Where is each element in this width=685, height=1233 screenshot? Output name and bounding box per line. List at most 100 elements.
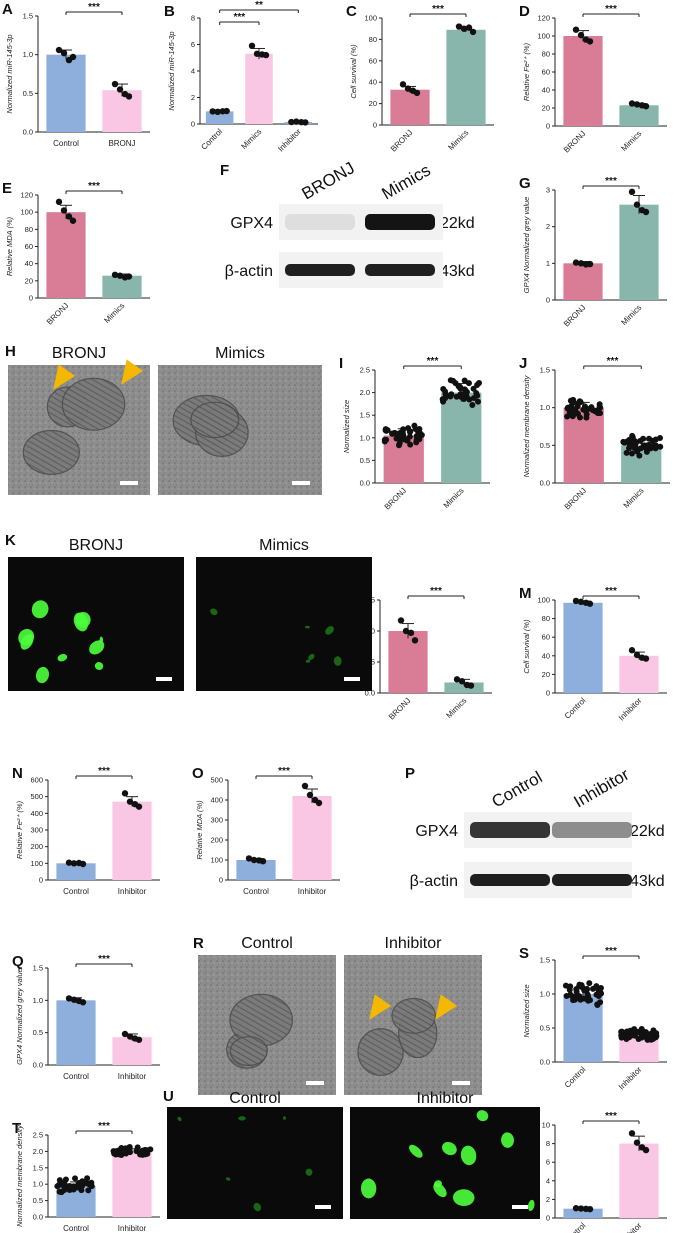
data-point	[116, 86, 124, 93]
sig-label: ***	[88, 181, 100, 192]
sig-label: ***	[605, 4, 617, 15]
image-title: Inhibitor	[385, 935, 443, 952]
x-tick-label: Inhibitor	[617, 696, 644, 723]
x-tick-label: Inhibitor	[276, 127, 303, 154]
chart-panel-b: B 0 2 4 6 8 Normalized miR-145-3p Control Mimics…	[164, 0, 318, 154]
data-point	[402, 627, 410, 635]
data-point	[406, 429, 413, 436]
image-title: Control	[229, 1090, 281, 1107]
blot-size-label: 22kd	[630, 823, 665, 840]
x-tick-label: Mimics	[239, 127, 263, 151]
y-axis-label: Normalized miR-145-3p	[167, 31, 176, 110]
bar	[563, 36, 603, 126]
x-tick-label: BRONJ	[45, 301, 71, 327]
lane-label: Mimics	[379, 161, 434, 204]
data-point	[633, 1139, 641, 1146]
data-point	[638, 206, 646, 214]
fluorescence-image	[350, 1107, 540, 1219]
y-tick-label: 0.5	[360, 456, 370, 465]
mitochondrion	[190, 401, 240, 439]
data-point	[628, 100, 636, 107]
y-axis-label: Relative Fe²⁺ (%)	[522, 42, 531, 101]
y-tick-label: 10	[542, 1121, 550, 1130]
cell	[305, 659, 311, 663]
panel-label: D	[519, 3, 530, 20]
panel-label: Q	[12, 953, 24, 970]
sig-label: ***	[605, 1111, 617, 1122]
data-point	[461, 377, 468, 384]
y-tick-label: 1.5	[33, 964, 43, 973]
arrowhead-marker	[435, 994, 458, 1020]
y-tick-label: 100	[537, 596, 550, 605]
cell	[282, 1116, 287, 1120]
y-axis-label: Normalized membrane density	[15, 1124, 24, 1227]
x-tick-label: Control	[243, 887, 269, 896]
bar	[446, 29, 486, 125]
blot-size-label: 22kd	[440, 215, 475, 232]
image-panel-u: U Control Inhibitor	[163, 1088, 540, 1219]
y-axis-label: Normalized size	[342, 400, 351, 453]
data-point	[638, 102, 646, 109]
data-point	[442, 395, 449, 402]
data-point	[258, 51, 266, 58]
data-point	[637, 445, 644, 452]
sig-label: ***	[233, 12, 245, 23]
y-tick-label: 4	[191, 67, 195, 76]
data-point	[576, 414, 583, 421]
y-tick-label: 60	[25, 242, 33, 251]
chart-panel-n: N 0 100 200 300 400 500 600 Relative Fe²⁺ (%) Con…	[12, 765, 160, 896]
y-tick-label: 2	[546, 222, 550, 231]
scale-bar	[292, 481, 310, 485]
y-tick-label: 100	[30, 859, 43, 868]
panel-label: T	[12, 1120, 21, 1137]
y-tick-label: 0.5	[540, 441, 550, 450]
y-tick-label: 1.0	[540, 403, 550, 412]
data-point	[638, 1144, 646, 1151]
panel-label: U	[163, 1088, 174, 1105]
image-title: BRONJ	[69, 537, 123, 554]
cell	[89, 640, 105, 655]
data-point	[653, 1030, 660, 1037]
y-tick-label: 20	[369, 99, 377, 108]
cell	[527, 1199, 535, 1212]
data-point	[58, 1189, 65, 1196]
image-title: Inhibitor	[417, 1090, 475, 1107]
data-point	[409, 87, 417, 94]
y-tick-label: 1.5	[540, 956, 550, 965]
data-point	[248, 42, 256, 50]
panel-label: A	[2, 1, 13, 18]
cell	[433, 1182, 447, 1198]
scale-bar	[512, 1205, 528, 1209]
data-point	[628, 647, 636, 654]
image-title: Mimics	[259, 537, 309, 554]
data-point	[126, 1033, 134, 1040]
data-point	[652, 436, 659, 443]
panel-label: E	[2, 180, 12, 197]
bar	[619, 1143, 659, 1218]
data-point	[582, 36, 590, 43]
panel-label: K	[5, 532, 16, 549]
data-point	[55, 198, 63, 206]
y-tick-label: 0.0	[360, 479, 370, 488]
cell	[452, 1189, 475, 1207]
x-tick-label: Inhibitor	[298, 887, 327, 896]
panel-label: F	[220, 162, 229, 179]
data-point	[563, 993, 570, 1000]
data-point	[214, 108, 221, 116]
bar	[563, 1208, 603, 1218]
y-axis-label: GPX4 Normalized grey value	[522, 197, 531, 294]
y-tick-label: 0	[219, 876, 223, 885]
mitochondrion	[391, 997, 436, 1034]
panel-label: O	[192, 765, 204, 782]
cell	[18, 628, 35, 646]
arrowhead-marker	[53, 364, 76, 390]
data-point	[577, 1205, 585, 1212]
sig-label: ***	[88, 2, 100, 13]
y-tick-label: 0	[546, 122, 550, 131]
y-tick-label: 0	[546, 1214, 550, 1223]
data-point	[245, 855, 253, 862]
panel-label: S	[519, 945, 529, 962]
data-point	[582, 599, 590, 606]
y-tick-label: 300	[30, 826, 43, 835]
data-point	[311, 796, 319, 804]
